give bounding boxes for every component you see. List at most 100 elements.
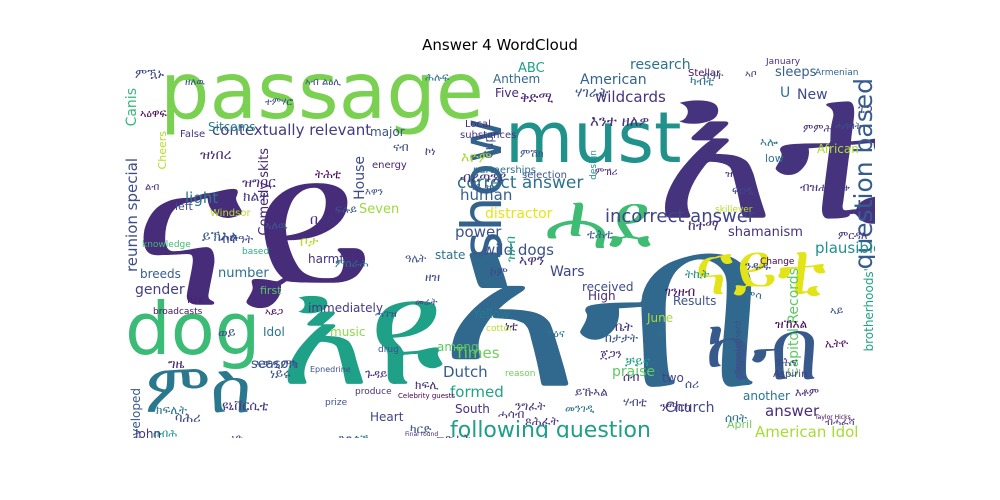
- cloud-word: Supplement: [734, 320, 744, 375]
- cloud-word: drug: [378, 345, 399, 355]
- cloud-word: ገንዘብ: [665, 285, 696, 300]
- cloud-word: reason: [505, 369, 536, 379]
- cloud-word: ዝኾነ: [725, 167, 746, 180]
- cloud-word: light: [185, 189, 219, 207]
- cloud-word: music: [330, 325, 366, 339]
- cloud-word: ቻይና: [625, 355, 650, 370]
- cloud-word: correct answer: [457, 173, 584, 193]
- cloud-word: ናቱ: [838, 183, 850, 194]
- cloud-word: Times: [455, 344, 500, 362]
- cloud-word: Celebrity guests: [398, 392, 456, 400]
- cloud-word: ፍሉይ: [335, 203, 357, 216]
- cloud-word: Epnedrine: [310, 365, 351, 374]
- cloud-word: answer: [765, 402, 820, 420]
- cloud-word: እዩ: [280, 246, 444, 420]
- cloud-word: ትሕቲ: [315, 167, 342, 181]
- cloud-word: ምሳ: [745, 289, 762, 302]
- cloud-word: High: [588, 289, 616, 303]
- cloud-word: Church: [665, 400, 715, 416]
- cloud-word: እዋን: [365, 187, 384, 198]
- cloud-word: እቲ: [655, 58, 875, 266]
- cloud-word: ዕዮ: [230, 433, 243, 438]
- cloud-word: ባሕሪ: [175, 411, 201, 426]
- cloud-word: Dutch: [443, 363, 488, 381]
- cloud-word: contextually relevant: [212, 121, 372, 139]
- cloud-word: ኣይ: [830, 304, 844, 317]
- cloud-word: ጌጋ: [858, 102, 873, 116]
- cloud-word: another: [743, 389, 790, 403]
- cloud-word: ካብ: [705, 301, 819, 400]
- cloud-word: ዝነበረ: [200, 147, 232, 163]
- cloud-word: ምዃኑ: [135, 67, 164, 82]
- cloud-word: ሓደ: [545, 177, 652, 267]
- cloud-word: ጉዳይ: [365, 367, 388, 381]
- cloud-word: Wars: [550, 264, 585, 280]
- cloud-word: shamanism: [728, 225, 803, 240]
- cloud-word: received: [582, 280, 634, 294]
- cloud-word: passage: [160, 58, 484, 137]
- cloud-word: ኣለዉ: [265, 219, 288, 232]
- cloud-word: ሰሪ: [685, 377, 700, 391]
- cloud-word: መሬት: [415, 297, 438, 308]
- cloud-word: ናይ: [133, 110, 374, 355]
- cloud-word: two: [662, 371, 684, 385]
- cloud-word: Seven: [359, 202, 400, 217]
- cloud-word: ብሪጣንያ: [460, 170, 507, 186]
- cloud-word: Cheers: [156, 131, 169, 170]
- cloud-word: U: [780, 85, 791, 101]
- cloud-word: harmful: [308, 252, 355, 266]
- cloud-word: ልብ: [145, 182, 160, 193]
- cloud-word: Aspirin: [773, 369, 808, 380]
- cloud-word: Taylor Hicks: [815, 414, 851, 421]
- cloud-word: Final round: [405, 431, 439, 438]
- cloud-word: South: [455, 402, 490, 416]
- word-cloud: ናይ passage must እቲ ኣብ እዩ dog show ሓደ ናይቲ ካብ ምስ quest…: [125, 58, 875, 438]
- cloud-word: ጾሕፈት: [525, 414, 559, 428]
- cloud-word: Change: [760, 257, 795, 267]
- cloud-word: ዝግበር: [242, 175, 276, 191]
- cloud-word: መጽሔት: [435, 433, 470, 438]
- cloud-word: ዝኑብ: [504, 236, 519, 262]
- cloud-word: ምርዳእ: [838, 229, 868, 242]
- cloud-word: number: [218, 266, 269, 281]
- cloud-word: ሃገራት: [575, 85, 609, 101]
- cloud-word: African: [817, 142, 859, 156]
- cloud-word: ዓሌት: [405, 252, 427, 265]
- cloud-word: praise: [612, 364, 656, 380]
- cloud-word: January: [766, 58, 801, 67]
- cloud-word: must: [505, 97, 682, 179]
- cloud-word: Five: [495, 86, 519, 100]
- cloud-word: ተምሃሮ: [265, 97, 294, 108]
- cloud-word: ብሓፈሻ: [825, 417, 855, 428]
- cloud-word: ኣይኮነን: [685, 113, 712, 124]
- cloud-word: Yellow: [473, 307, 510, 321]
- cloud-word: based: [242, 247, 270, 257]
- cloud-word: ብዝሒ: [800, 180, 831, 194]
- cloud-word: False: [180, 129, 206, 140]
- cloud-word: gender: [135, 282, 185, 298]
- cloud-word: ክልተ: [243, 189, 269, 205]
- cloud-word: ኣገሪ: [340, 433, 358, 438]
- cloud-word: John: [135, 427, 162, 438]
- cloud-word: ኣብ: [440, 169, 765, 438]
- cloud-word: ትኪት: [685, 267, 710, 281]
- cloud-word: first: [260, 284, 282, 297]
- cloud-word: among: [437, 340, 479, 354]
- cloud-word: season: [251, 357, 297, 372]
- cloud-word: ኮም: [490, 265, 508, 279]
- cloud-word: Results: [673, 294, 717, 308]
- cloud-word: reunion special: [125, 158, 141, 273]
- cloud-word: Heart: [370, 410, 404, 424]
- cloud-word: following question: [450, 418, 651, 439]
- cloud-word: dog: [125, 287, 261, 371]
- cloud-word: ሓገዝ: [375, 307, 397, 320]
- cloud-word: cotton: [486, 324, 515, 334]
- cloud-word: ምሽክ: [520, 147, 544, 160]
- cloud-word: Windsor: [210, 208, 251, 219]
- cloud-word: broadcasts: [153, 307, 203, 317]
- cloud-word: state: [435, 248, 466, 262]
- cloud-word: ቲሕቲ: [587, 227, 614, 241]
- cloud-word: ወይ: [218, 326, 236, 341]
- cloud-word: Sitcoms: [208, 120, 256, 134]
- cloud-word: ጀጋን: [600, 347, 622, 361]
